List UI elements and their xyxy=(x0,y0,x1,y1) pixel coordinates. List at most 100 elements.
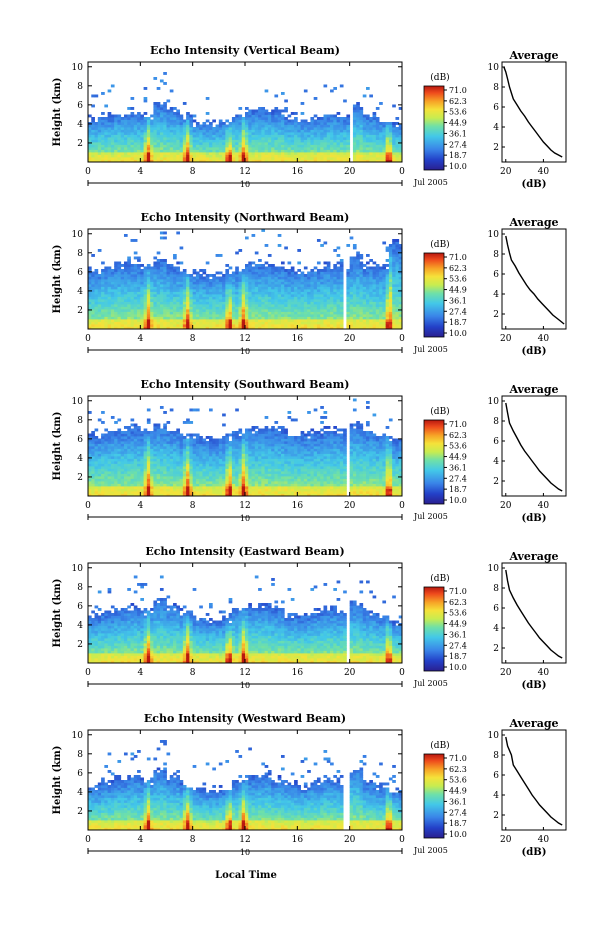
heatmap-cell xyxy=(150,309,154,312)
heatmap-cell xyxy=(88,491,92,494)
heatmap-cell xyxy=(290,276,295,280)
heatmap-cell xyxy=(382,241,387,245)
heatmap-cell xyxy=(369,304,373,307)
heatmap-cell xyxy=(254,114,259,118)
heatmap-cell xyxy=(133,443,138,447)
heatmap-cell xyxy=(359,311,364,315)
heatmap-cell xyxy=(218,124,223,128)
heatmap-cell xyxy=(294,154,298,158)
heatmap-cell xyxy=(159,319,164,322)
heatmap-cell xyxy=(369,316,373,320)
heatmap-cell xyxy=(313,294,318,297)
heatmap-cell xyxy=(366,124,370,128)
heatmap-cell xyxy=(274,274,279,277)
heatmap-cell xyxy=(267,154,272,158)
heatmap-cell xyxy=(388,309,393,312)
heatmap-cell xyxy=(320,122,324,125)
heatmap-cell xyxy=(310,324,315,327)
heatmap-cell xyxy=(123,294,128,297)
heatmap-cell xyxy=(137,463,141,467)
heatmap-cell xyxy=(254,324,259,327)
heatmap-cell xyxy=(313,296,318,300)
heatmap-cell xyxy=(179,284,184,287)
heatmap-cell xyxy=(277,112,282,115)
heatmap-cell xyxy=(271,284,275,287)
heatmap-cell xyxy=(398,266,403,270)
heatmap-cell xyxy=(366,301,370,305)
heatmap-cell xyxy=(352,289,357,292)
heatmap-cell xyxy=(280,157,285,160)
heatmap-cell xyxy=(359,127,364,130)
heatmap-cell xyxy=(313,124,318,128)
heatmap-cell xyxy=(280,137,285,140)
heatmap-cell xyxy=(153,122,158,125)
heatmap-cell xyxy=(156,144,161,148)
average-y-tick-label: 10 xyxy=(488,63,500,73)
heatmap-cell xyxy=(339,314,344,317)
heatmap-cell xyxy=(372,142,377,145)
heatmap-cell xyxy=(336,154,341,158)
heatmap-cell xyxy=(88,269,92,272)
heatmap-cell xyxy=(123,314,128,317)
heatmap-cell xyxy=(398,316,403,320)
heatmap-cell xyxy=(212,291,216,295)
heatmap-cell xyxy=(101,152,105,155)
heatmap-cell xyxy=(146,314,151,317)
heatmap-cell xyxy=(114,134,118,138)
heatmap-cell xyxy=(202,152,207,155)
heatmap-cell xyxy=(326,299,331,302)
heatmap-cell xyxy=(215,279,220,282)
heatmap-cell xyxy=(359,314,364,317)
heatmap-cell xyxy=(225,299,230,302)
heatmap-cell xyxy=(143,139,148,143)
heatmap-cell xyxy=(153,142,158,145)
heatmap-cell xyxy=(150,279,154,282)
x-tick-label: 16 xyxy=(292,167,304,177)
heatmap-cell xyxy=(280,321,285,325)
heatmap-cell xyxy=(254,284,259,287)
heatmap-cell xyxy=(110,309,115,312)
heatmap-cell xyxy=(320,316,324,320)
heatmap-cell xyxy=(156,134,161,138)
heatmap-cell xyxy=(117,159,122,163)
heatmap-cell xyxy=(241,314,246,317)
heatmap-cell xyxy=(326,271,331,275)
heatmap-cell xyxy=(313,309,318,312)
heatmap-cell xyxy=(101,306,105,310)
heatmap-cell xyxy=(153,274,158,277)
heatmap-cell xyxy=(110,468,115,472)
heatmap-cell xyxy=(107,154,112,158)
heatmap-cell xyxy=(372,279,377,282)
heatmap-cell xyxy=(303,294,308,297)
heatmap-cell xyxy=(366,326,370,330)
heatmap-cell xyxy=(310,314,315,317)
heatmap-cell xyxy=(303,284,308,287)
heatmap-cell xyxy=(88,453,92,457)
heatmap-cell xyxy=(330,114,334,118)
heatmap-cell xyxy=(287,299,292,302)
heatmap-cell xyxy=(284,109,288,113)
heatmap-cell xyxy=(169,291,174,295)
heatmap-cell xyxy=(153,296,158,300)
heatmap-cell xyxy=(356,157,360,160)
heatmap-cell xyxy=(313,321,318,325)
heatmap-cell xyxy=(267,254,272,257)
heatmap-cell xyxy=(107,466,112,469)
heatmap-cell xyxy=(264,157,269,160)
heatmap-cell xyxy=(192,144,197,148)
heatmap-cell xyxy=(88,281,92,285)
heatmap-cell xyxy=(300,304,305,307)
heatmap-cell xyxy=(202,299,207,302)
heatmap-cell xyxy=(179,122,184,125)
heatmap-cell xyxy=(110,142,115,145)
heatmap-cell xyxy=(245,152,249,155)
heatmap-cell xyxy=(127,311,131,315)
heatmap-cell xyxy=(382,129,387,133)
heatmap-cell xyxy=(313,276,318,280)
heatmap-cell xyxy=(176,144,180,148)
heatmap-cell xyxy=(218,321,223,325)
heatmap-cell xyxy=(182,324,187,327)
heatmap-cell xyxy=(218,294,223,297)
heatmap-cell xyxy=(195,289,200,292)
heatmap-cell xyxy=(91,463,95,467)
